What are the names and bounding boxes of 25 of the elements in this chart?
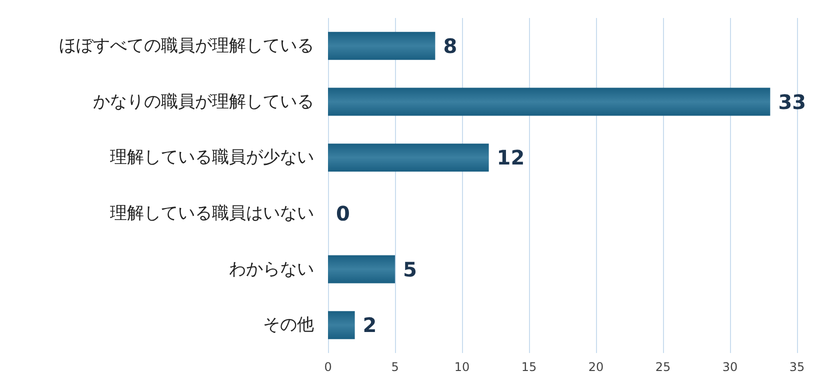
x-tick-label: 20 xyxy=(588,360,604,374)
x-tick-label: 5 xyxy=(391,360,399,374)
data-label: 33 xyxy=(778,90,806,114)
y-tick-label: 理解している職員はいない xyxy=(110,203,314,224)
y-tick-label: ほぼすべての職員が理解している xyxy=(59,36,314,56)
data-label: 5 xyxy=(403,257,417,282)
x-tick-label: 30 xyxy=(722,360,738,374)
data-label: 2 xyxy=(362,313,377,338)
x-tick-label: 15 xyxy=(521,360,537,374)
data-label: 12 xyxy=(496,146,525,170)
y-tick-label: その他 xyxy=(263,315,314,336)
x-tick-label: 35 xyxy=(789,360,805,374)
data-label: 8 xyxy=(443,34,458,58)
y-tick-label: わからない xyxy=(229,259,314,280)
bar xyxy=(328,88,770,116)
x-tick-label: 10 xyxy=(454,360,470,374)
x-tick-label: 0 xyxy=(324,360,332,374)
data-label: 0 xyxy=(336,201,350,226)
x-tick-label: 25 xyxy=(655,360,671,374)
bar xyxy=(328,144,489,172)
y-tick-label: かなりの職員が理解している xyxy=(93,92,314,112)
bar xyxy=(328,311,355,340)
bar xyxy=(328,255,395,284)
y-tick-label: 理解している職員が少ない xyxy=(110,148,314,168)
bar xyxy=(328,32,436,60)
